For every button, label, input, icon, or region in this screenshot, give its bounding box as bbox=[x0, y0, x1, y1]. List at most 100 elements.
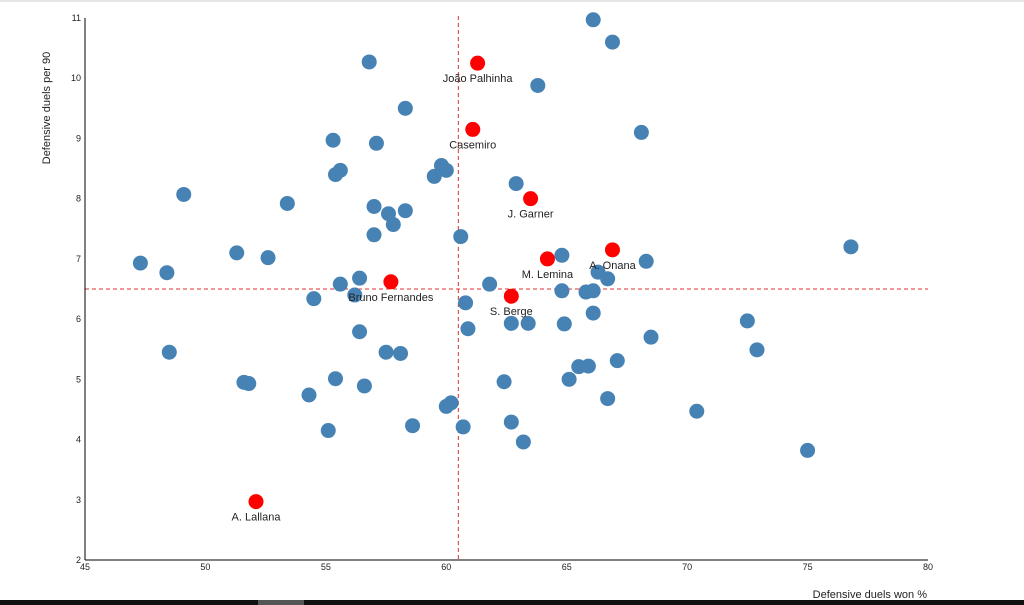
data-points bbox=[132, 12, 859, 510]
reference-lines bbox=[85, 16, 928, 560]
player-point bbox=[361, 54, 377, 70]
player-label: A. Lallana bbox=[232, 512, 282, 524]
player-point bbox=[600, 271, 616, 287]
highlighted-player-point bbox=[523, 191, 539, 207]
highlighted-player-point bbox=[539, 251, 555, 267]
player-point bbox=[554, 283, 570, 299]
x-tick-label: 50 bbox=[200, 562, 210, 572]
player-point bbox=[306, 291, 322, 307]
player-point bbox=[600, 391, 616, 407]
player-point bbox=[520, 315, 536, 331]
highlighted-player-point bbox=[248, 494, 264, 510]
player-point bbox=[352, 270, 368, 286]
player-point bbox=[397, 203, 413, 219]
highlighted-player-point bbox=[503, 288, 519, 304]
player-point bbox=[508, 176, 524, 192]
player-point bbox=[585, 305, 601, 321]
axes bbox=[84, 18, 928, 561]
highlighted-player-point bbox=[383, 274, 399, 290]
highlighted-player-point bbox=[604, 242, 620, 258]
player-point bbox=[580, 358, 596, 374]
player-point bbox=[749, 342, 765, 358]
player-point bbox=[378, 344, 394, 360]
point-labels: João Palhinha Casemiro J. Garner A. Onana M.… bbox=[232, 73, 637, 523]
player-point bbox=[438, 162, 454, 178]
y-tick-label: 8 bbox=[76, 194, 81, 204]
player-point bbox=[260, 250, 276, 266]
player-point bbox=[585, 283, 601, 299]
player-point bbox=[279, 195, 295, 211]
player-point bbox=[503, 315, 519, 331]
player-point bbox=[332, 276, 348, 292]
player-point bbox=[585, 12, 601, 28]
player-point bbox=[385, 217, 401, 233]
horizontal-scrollbar[interactable] bbox=[0, 600, 1024, 605]
y-tick-label: 2 bbox=[76, 555, 81, 565]
player-point bbox=[366, 198, 382, 214]
player-point bbox=[347, 287, 363, 303]
player-point bbox=[159, 265, 175, 281]
player-point bbox=[132, 255, 148, 271]
player-point bbox=[800, 442, 816, 458]
player-point bbox=[689, 403, 705, 419]
y-tick-label: 9 bbox=[76, 133, 81, 143]
player-point bbox=[843, 239, 859, 255]
player-point bbox=[397, 100, 413, 116]
player-point bbox=[561, 371, 577, 387]
player-point bbox=[739, 313, 755, 329]
player-point bbox=[496, 374, 512, 390]
x-tick-label: 70 bbox=[682, 562, 692, 572]
player-label: J. Garner bbox=[508, 209, 554, 221]
player-point bbox=[241, 376, 257, 392]
x-tick-label: 45 bbox=[80, 562, 90, 572]
player-label: Bruno Fernandes bbox=[348, 292, 433, 304]
player-label: João Palhinha bbox=[443, 73, 514, 85]
player-point bbox=[638, 253, 654, 269]
player-point bbox=[356, 378, 372, 394]
y-tick-label: 11 bbox=[72, 13, 81, 23]
player-point bbox=[515, 434, 531, 450]
player-point bbox=[368, 135, 384, 151]
player-label: M. Lemina bbox=[522, 269, 574, 281]
player-point bbox=[453, 229, 469, 245]
player-point bbox=[482, 276, 498, 292]
player-point bbox=[161, 344, 177, 360]
player-point bbox=[325, 132, 341, 148]
player-point bbox=[530, 77, 546, 93]
scrollbar-thumb[interactable] bbox=[258, 600, 304, 605]
player-point bbox=[633, 124, 649, 140]
player-point bbox=[438, 398, 454, 414]
player-point bbox=[460, 321, 476, 337]
player-point bbox=[393, 345, 409, 361]
player-point bbox=[643, 329, 659, 345]
player-point bbox=[604, 34, 620, 50]
y-tick-label: 3 bbox=[76, 495, 81, 505]
x-axis-title: Defensive duels won % bbox=[813, 589, 928, 600]
player-point bbox=[366, 227, 382, 243]
player-point bbox=[503, 414, 519, 430]
y-tick-label: 4 bbox=[76, 435, 81, 445]
player-point bbox=[176, 186, 192, 202]
y-tick-label: 5 bbox=[76, 374, 81, 384]
top-border bbox=[0, 0, 1024, 2]
player-point bbox=[455, 419, 471, 435]
player-point bbox=[458, 295, 474, 311]
player-point bbox=[554, 247, 570, 263]
y-tick-label: 7 bbox=[76, 254, 81, 264]
y-tick-label: 10 bbox=[71, 73, 81, 83]
player-point bbox=[405, 418, 421, 434]
x-tick-label: 55 bbox=[321, 562, 331, 572]
highlighted-player-point bbox=[465, 121, 481, 137]
player-label: S. Berge bbox=[490, 306, 533, 318]
player-point bbox=[426, 168, 442, 184]
player-label: Casemiro bbox=[449, 139, 496, 151]
y-axis-title: Defensive duels per 90 bbox=[41, 52, 53, 165]
player-point bbox=[327, 371, 343, 387]
player-point bbox=[556, 316, 572, 332]
highlighted-player-point bbox=[470, 55, 486, 71]
player-point bbox=[327, 167, 343, 183]
player-point bbox=[609, 353, 625, 369]
x-tick-label: 65 bbox=[562, 562, 572, 572]
